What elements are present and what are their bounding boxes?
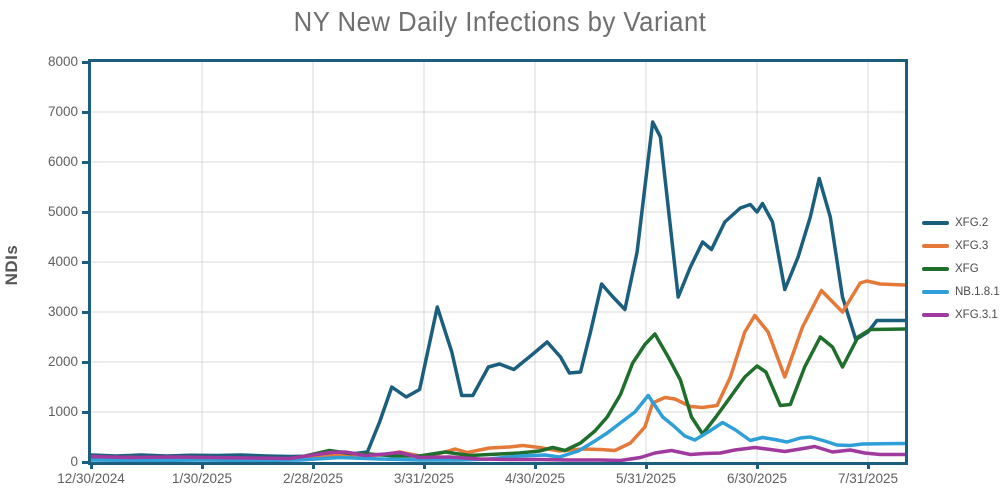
y-tick-mark xyxy=(82,460,88,464)
legend-item-XFG: XFG xyxy=(922,263,1000,275)
series-line-XFG.3.1 xyxy=(91,444,905,462)
y-tick-label: 6000 xyxy=(47,154,78,169)
y-tick-mark xyxy=(82,360,88,364)
y-tick-mark xyxy=(82,260,88,264)
y-tick-label: 2000 xyxy=(47,354,78,369)
x-tick-label: 5/31/2025 xyxy=(615,471,677,486)
x-tick-mark xyxy=(644,464,648,469)
y-tick-mark xyxy=(82,60,88,64)
legend-label: XFG.2 xyxy=(955,217,989,229)
legend-line-swatch xyxy=(922,267,949,271)
legend-item-XFG.2: XFG.2 xyxy=(922,217,1000,229)
x-tick-label: 1/30/2025 xyxy=(171,471,233,486)
x-tick-mark xyxy=(422,464,426,469)
legend-item-XFG.3: XFG.3 xyxy=(922,240,1000,252)
chart-title: NY New Daily Infections by Variant xyxy=(293,6,707,37)
x-tick-label: 4/30/2025 xyxy=(504,471,566,486)
series-line-XFG.3 xyxy=(91,279,905,461)
legend-item-NB.1.8.1: NB.1.8.1 xyxy=(922,286,1000,298)
y-tick-label: 1000 xyxy=(47,404,78,419)
legend-item-XFG.3.1: XFG.3.1 xyxy=(922,309,1000,321)
x-tick-label: 3/31/2025 xyxy=(393,471,455,486)
y-tick-label: 5000 xyxy=(47,204,78,219)
x-tick-label: 12/30/2024 xyxy=(57,471,125,486)
x-tick-mark xyxy=(311,464,315,469)
x-tick-mark xyxy=(89,464,93,469)
legend-line-swatch xyxy=(922,290,949,294)
y-tick-label: 8000 xyxy=(47,54,78,69)
legend-label: NB.1.8.1 xyxy=(955,286,1000,298)
legend-label: XFG xyxy=(955,263,979,275)
chart-legend: XFG.2 XFG.3 XFG NB.1.8.1 XFG.3.1 xyxy=(922,217,1000,321)
y-tick-label: 3000 xyxy=(47,304,78,319)
series-line-NB.1.8.1 xyxy=(91,393,905,462)
legend-line-swatch xyxy=(922,313,949,317)
x-tick-label: 2/28/2025 xyxy=(282,471,344,486)
y-tick-mark xyxy=(82,210,88,214)
x-tick-mark xyxy=(200,464,204,469)
y-tick-label: 7000 xyxy=(47,104,78,119)
legend-label: XFG.3.1 xyxy=(955,309,998,321)
y-tick-mark xyxy=(82,160,88,164)
legend-line-swatch xyxy=(922,244,949,248)
y-tick-mark xyxy=(82,410,88,414)
x-tick-mark xyxy=(866,464,870,469)
x-tick-mark xyxy=(533,464,537,469)
x-tick-label: 6/30/2025 xyxy=(726,471,788,486)
legend-line-swatch xyxy=(922,221,949,225)
x-tick-label: 7/31/2025 xyxy=(837,471,899,486)
y-tick-label: 4000 xyxy=(47,254,78,269)
y-tick-mark xyxy=(82,310,88,314)
y-tick-label: 0 xyxy=(70,454,78,469)
x-tick-mark xyxy=(755,464,759,469)
legend-label: XFG.3 xyxy=(955,240,989,252)
y-tick-mark xyxy=(82,110,88,114)
line-chart-plot xyxy=(91,62,905,462)
